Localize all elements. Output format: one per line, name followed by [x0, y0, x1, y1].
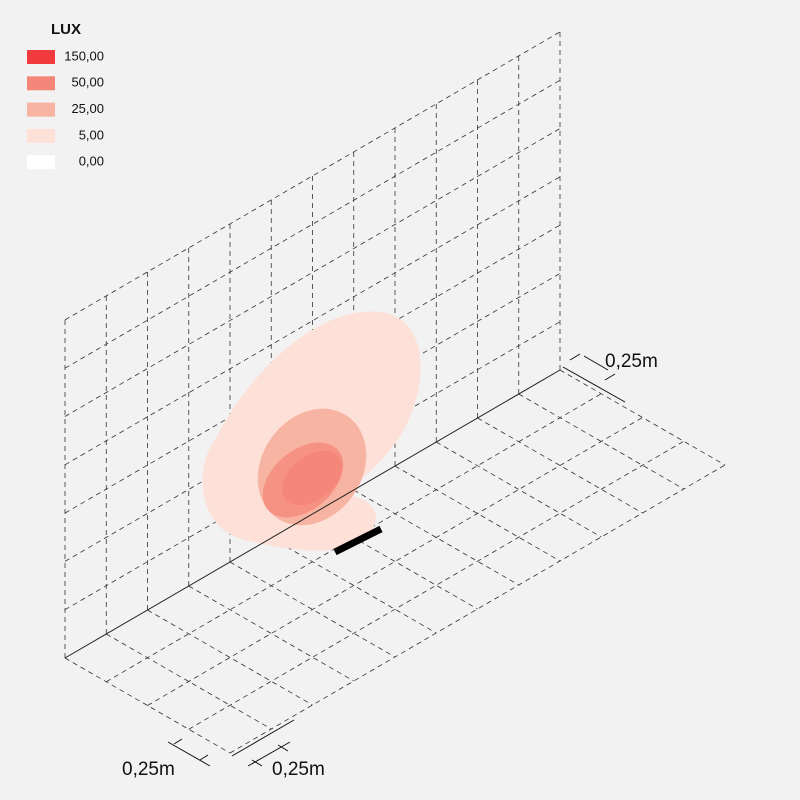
- legend-label: 25,00: [71, 101, 104, 116]
- grid-line: [188, 585, 354, 682]
- grid-line: [64, 321, 561, 611]
- grid-line: [353, 489, 519, 586]
- grid-line: [106, 393, 602, 683]
- legend-swatch: [27, 102, 55, 117]
- legend-title: LUX: [51, 21, 81, 38]
- grid-line: [64, 31, 561, 321]
- grid-line: [64, 79, 561, 369]
- dimension-right: 0,25m: [562, 351, 658, 403]
- grid-line: [518, 393, 684, 490]
- luminaire: [333, 525, 383, 556]
- grid-line: [64, 128, 561, 417]
- legend-swatch: [27, 155, 55, 170]
- grid-line: [394, 465, 561, 562]
- grid: [64, 31, 726, 754]
- grid-line: [271, 537, 437, 634]
- legend-label: 50,00: [71, 75, 104, 90]
- wall-base: [64, 369, 561, 659]
- grid-line: [64, 657, 231, 754]
- dimension-label: 0,25m: [272, 759, 325, 780]
- legend-swatch: [27, 50, 55, 64]
- dimension-label: 0,25m: [605, 351, 658, 372]
- grid-line: [559, 369, 726, 466]
- contours: [202, 311, 421, 551]
- legend-label: 150,00: [64, 48, 104, 63]
- grid-line: [229, 561, 396, 658]
- legend-swatch: [27, 76, 55, 91]
- grid-line: [64, 224, 561, 514]
- grid-line: [229, 464, 726, 754]
- legend-swatch: [27, 128, 55, 143]
- legend: 150,00 50,00 25,00 5,00 0,00: [27, 48, 104, 170]
- grid-line: [147, 417, 643, 706]
- legend-label: 0,00: [79, 154, 104, 169]
- grid-line: [64, 273, 561, 562]
- grid-line: [106, 633, 272, 730]
- dimension-label: 0,25m: [122, 759, 175, 780]
- grid-line: [477, 417, 643, 514]
- contour-inner: [281, 450, 343, 506]
- dimension-bottom-right: 0,25m: [231, 719, 325, 780]
- legend-label: 5,00: [79, 127, 104, 142]
- grid-line: [436, 441, 602, 538]
- grid-line: [64, 176, 561, 466]
- grid-line: [188, 440, 684, 730]
- dimension-bottom-left: 0,25m: [122, 738, 211, 780]
- grid-line: [147, 609, 313, 706]
